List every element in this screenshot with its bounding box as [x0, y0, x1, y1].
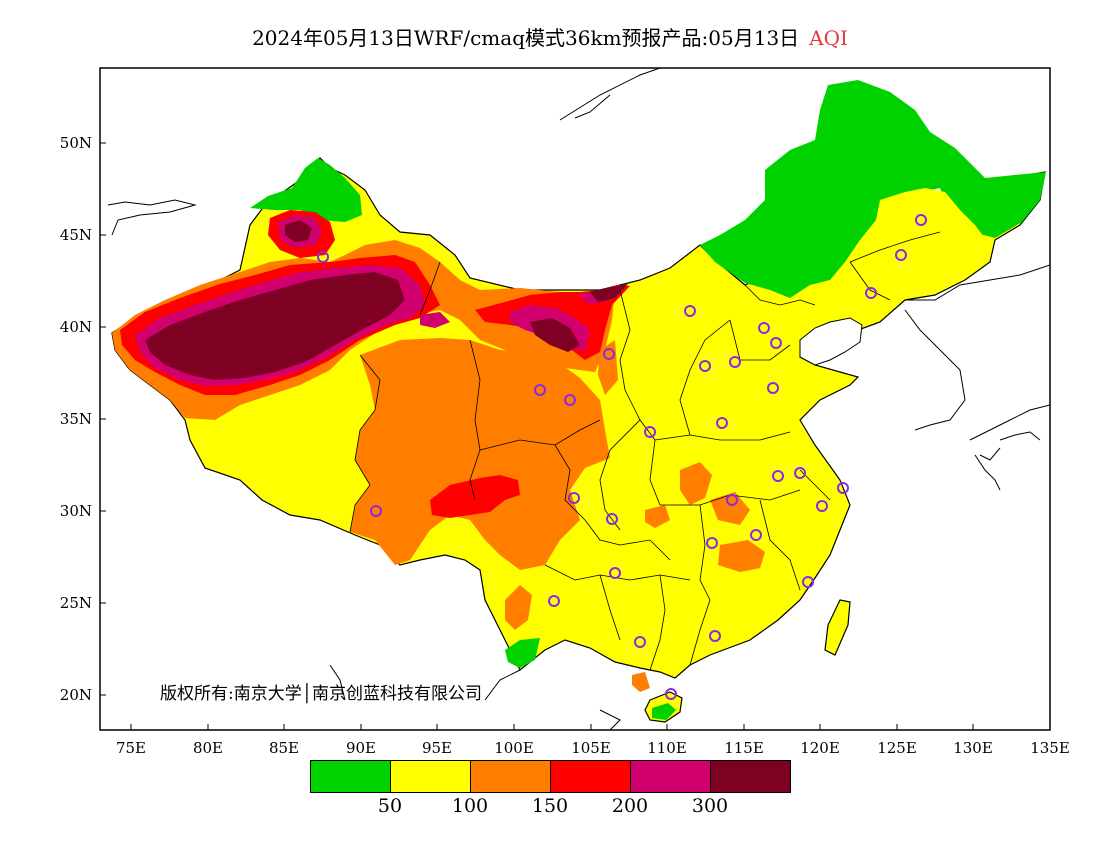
- region-usg-central3: [710, 492, 750, 525]
- lon-label: 80E: [193, 739, 223, 757]
- region-hazardous-gobi: [590, 284, 628, 302]
- lat-label: 35N: [60, 410, 92, 428]
- region-taiwan: [824, 599, 851, 656]
- lon-label: 130E: [953, 739, 993, 757]
- lat-label: 25N: [60, 594, 92, 612]
- station-marker: [317, 251, 329, 263]
- station-marker: [837, 482, 849, 494]
- lat-label: 45N: [60, 226, 92, 244]
- region-usg-central: [680, 462, 712, 505]
- colorbar-swatch-moderate: [391, 761, 471, 792]
- region-usg-hainan-strait: [632, 672, 650, 692]
- station-marker: [770, 337, 782, 349]
- station-marker: [706, 537, 718, 549]
- aqi-colorbar: [310, 760, 791, 793]
- station-marker: [729, 356, 741, 368]
- station-marker: [665, 688, 677, 700]
- station-marker: [802, 576, 814, 588]
- station-marker: [370, 505, 382, 517]
- colorbar-label: 200: [611, 795, 649, 817]
- region-hazardous-xinjiang-north: [285, 220, 312, 242]
- region-usg-hubei: [645, 505, 670, 528]
- station-marker: [895, 249, 907, 261]
- station-marker: [699, 360, 711, 372]
- region-usg-south1: [505, 585, 532, 630]
- map-title: 2024年05月13日WRF/cmaq模式36km预报产品:05月13日 AQI: [0, 22, 1100, 51]
- station-marker: [568, 492, 580, 504]
- colorbar-swatch-unhealthy: [551, 761, 631, 792]
- region-unhealthy-sichuan: [430, 475, 520, 518]
- colorbar-label: 300: [691, 795, 729, 817]
- lon-label: 110E: [647, 739, 687, 757]
- station-marker: [816, 500, 828, 512]
- lon-label: 135E: [1030, 739, 1070, 757]
- station-marker: [534, 384, 546, 396]
- station-marker: [726, 494, 738, 506]
- lon-label: 90E: [346, 739, 376, 757]
- lat-labels: 50N 45N 40N 35N 30N 25N 20N: [60, 134, 92, 704]
- station-marker: [644, 426, 656, 438]
- lon-labels: 75E 80E 85E 90E 95E 100E 105E 110E 115E …: [116, 739, 1070, 757]
- lon-label: 75E: [116, 739, 146, 757]
- station-marker: [716, 417, 728, 429]
- lat-label: 50N: [60, 134, 92, 152]
- region-good-northwest: [250, 158, 362, 222]
- station-marker: [915, 214, 927, 226]
- station-marker: [684, 305, 696, 317]
- province-boundaries: [349, 231, 941, 671]
- region-good-northeast: [700, 80, 1046, 298]
- lon-label: 120E: [800, 739, 840, 757]
- neighbor-boundaries: [107, 68, 1050, 730]
- station-marker: [564, 394, 576, 406]
- station-marker: [772, 470, 784, 482]
- station-markers: [317, 214, 927, 700]
- station-marker: [794, 467, 806, 479]
- hainan-good: [652, 703, 676, 720]
- region-hazardous-im: [530, 318, 580, 352]
- station-marker: [750, 529, 762, 541]
- region-moderate-ne-patch: [875, 188, 990, 275]
- station-marker: [865, 287, 877, 299]
- lon-label: 105E: [571, 739, 611, 757]
- lon-ticks: [130, 724, 1051, 730]
- title-variable: AQI: [809, 26, 848, 50]
- station-marker: [709, 630, 721, 642]
- lon-label: 100E: [494, 739, 534, 757]
- lon-label: 95E: [422, 739, 452, 757]
- region-good-south: [505, 638, 540, 668]
- coastline-bohai: [799, 317, 863, 366]
- colorbar-swatch-hazardous: [711, 761, 790, 792]
- colorbar-swatch-usg: [471, 761, 551, 792]
- lon-label: 125E: [877, 739, 917, 757]
- station-marker: [603, 348, 615, 360]
- colorbar-swatch-good: [311, 761, 391, 792]
- title-main: 2024年05月13日WRF/cmaq模式36km预报产品:05月13日: [252, 26, 800, 50]
- lat-label: 30N: [60, 502, 92, 520]
- colorbar-label: 150: [531, 795, 569, 817]
- lon-label: 115E: [724, 739, 764, 757]
- colorbar-label: 50: [377, 795, 403, 817]
- station-marker: [548, 595, 560, 607]
- copyright-text: 版权所有:南京大学│南京创蓝科技有限公司: [160, 684, 482, 704]
- region-usg-central2: [718, 540, 765, 572]
- map-content: [107, 68, 1050, 730]
- colorbar-label: 100: [451, 795, 489, 817]
- map-frame: [99, 67, 1051, 731]
- region-hazardous-taklamakan: [145, 272, 405, 380]
- station-marker: [609, 567, 621, 579]
- lat-label: 20N: [60, 686, 92, 704]
- station-marker: [767, 382, 779, 394]
- region-usg-tibet: [350, 338, 610, 570]
- lat-label: 40N: [60, 318, 92, 336]
- lat-ticks: [100, 142, 106, 696]
- region-very-unhealthy-qinghai: [420, 312, 450, 328]
- colorbar-swatch-very-unhealthy: [631, 761, 711, 792]
- station-marker: [634, 636, 646, 648]
- lon-label: 85E: [269, 739, 299, 757]
- station-marker: [606, 513, 618, 525]
- station-marker: [758, 322, 770, 334]
